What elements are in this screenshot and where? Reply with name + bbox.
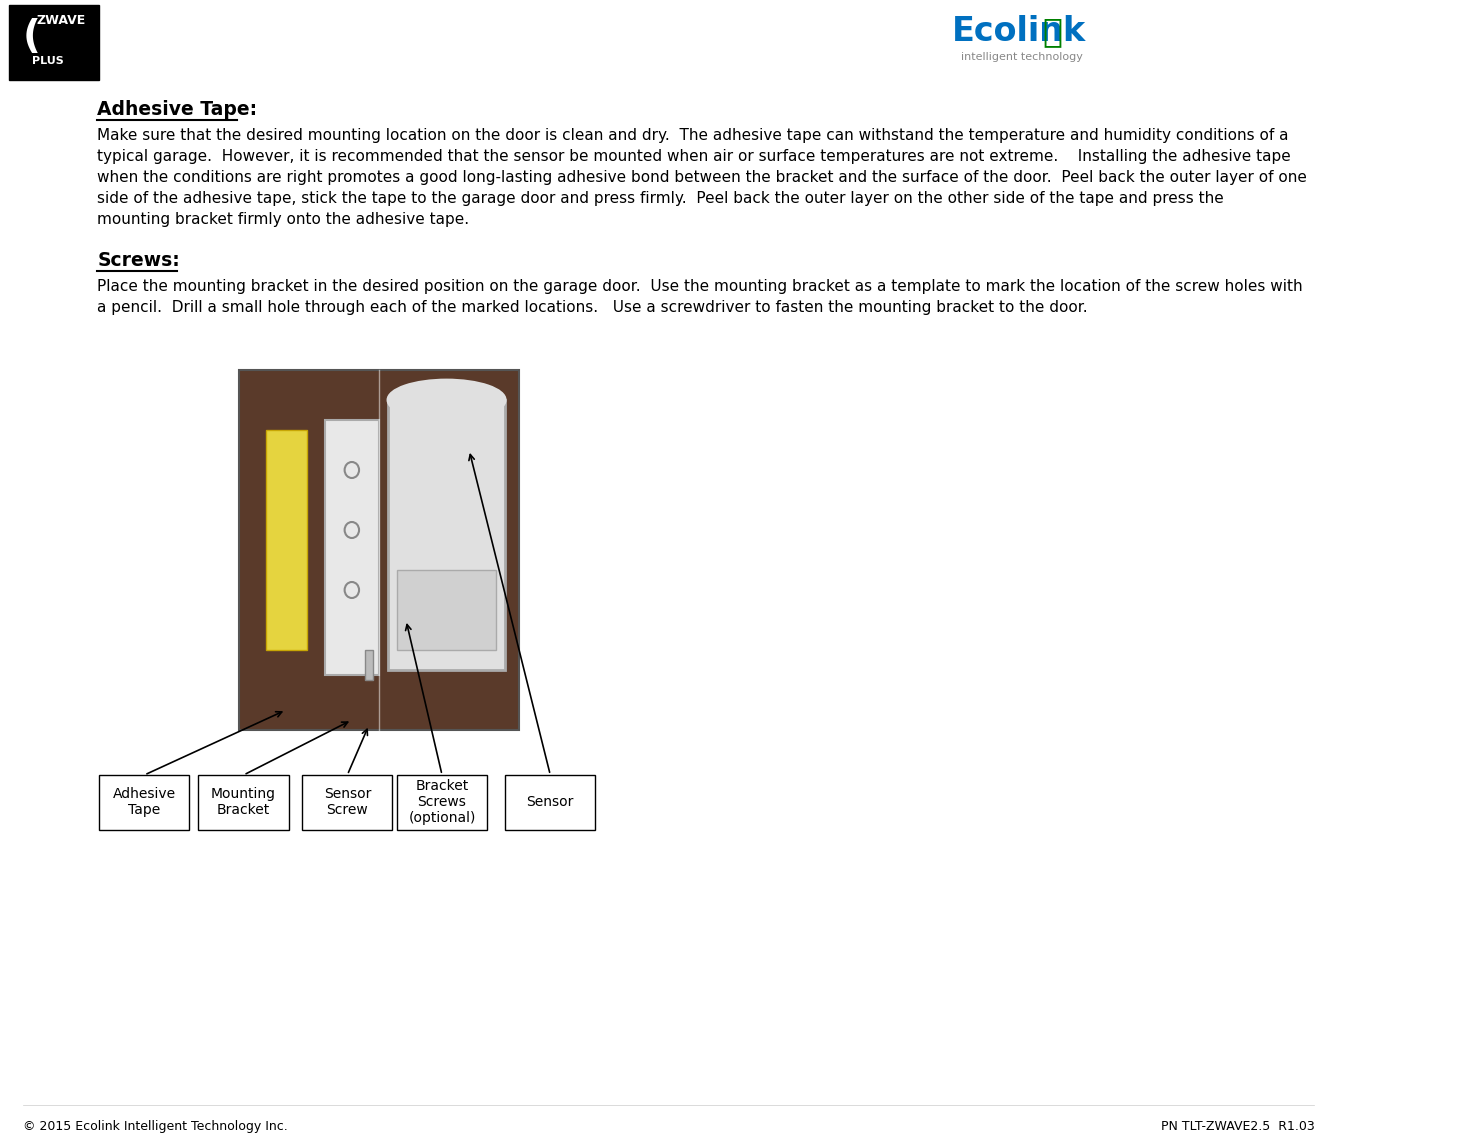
Text: Ecolink: Ecolink [951, 15, 1086, 48]
Text: (: ( [22, 18, 40, 56]
Text: intelligent technology: intelligent technology [960, 52, 1083, 62]
Text: when the conditions are right promotes a good long-lasting adhesive bond between: when the conditions are right promotes a… [98, 169, 1307, 185]
Bar [302, 775, 393, 830]
Text: Adhesive
Tape: Adhesive Tape [113, 787, 176, 818]
Text: PN TLT-ZWAVE2.5  R1.03: PN TLT-ZWAVE2.5 R1.03 [1160, 1120, 1315, 1134]
Text: © 2015 Ecolink Intelligent Technology Inc.: © 2015 Ecolink Intelligent Technology In… [22, 1120, 288, 1134]
Text: a pencil.  Drill a small hole through each of the marked locations.   Use a scre: a pencil. Drill a small hole through eac… [98, 300, 1088, 315]
Bar [267, 431, 307, 650]
Bar [325, 420, 379, 676]
Ellipse shape [388, 380, 505, 420]
Bar [9, 5, 99, 80]
Text: Mounting
Bracket: Mounting Bracket [210, 787, 276, 818]
Text: Screws:: Screws: [98, 251, 181, 270]
Text: Place the mounting bracket in the desired position on the garage door.  Use the : Place the mounting bracket in the desire… [98, 279, 1303, 294]
Bar [388, 400, 505, 670]
Text: 🍃: 🍃 [1042, 15, 1063, 48]
Text: Bracket
Screws
(optional): Bracket Screws (optional) [409, 779, 476, 826]
Bar [397, 775, 488, 830]
Text: side of the adhesive tape, stick the tape to the garage door and press firmly.  : side of the adhesive tape, stick the tap… [98, 191, 1224, 206]
Bar [366, 650, 372, 680]
Bar [397, 570, 496, 650]
Text: ZWAVE: ZWAVE [36, 14, 86, 27]
Text: Make sure that the desired mounting location on the door is clean and dry.  The : Make sure that the desired mounting loca… [98, 128, 1289, 143]
Text: Adhesive Tape:: Adhesive Tape: [98, 100, 258, 119]
Bar [239, 370, 519, 731]
Bar [99, 775, 190, 830]
Text: Sensor: Sensor [526, 795, 574, 810]
Bar [199, 775, 289, 830]
Text: Sensor
Screw: Sensor Screw [323, 787, 370, 818]
Text: typical garage.  However, it is recommended that the sensor be mounted when air : typical garage. However, it is recommend… [98, 149, 1291, 164]
Text: PLUS: PLUS [31, 56, 64, 66]
Bar [505, 775, 596, 830]
Text: mounting bracket firmly onto the adhesive tape.: mounting bracket firmly onto the adhesiv… [98, 212, 470, 227]
